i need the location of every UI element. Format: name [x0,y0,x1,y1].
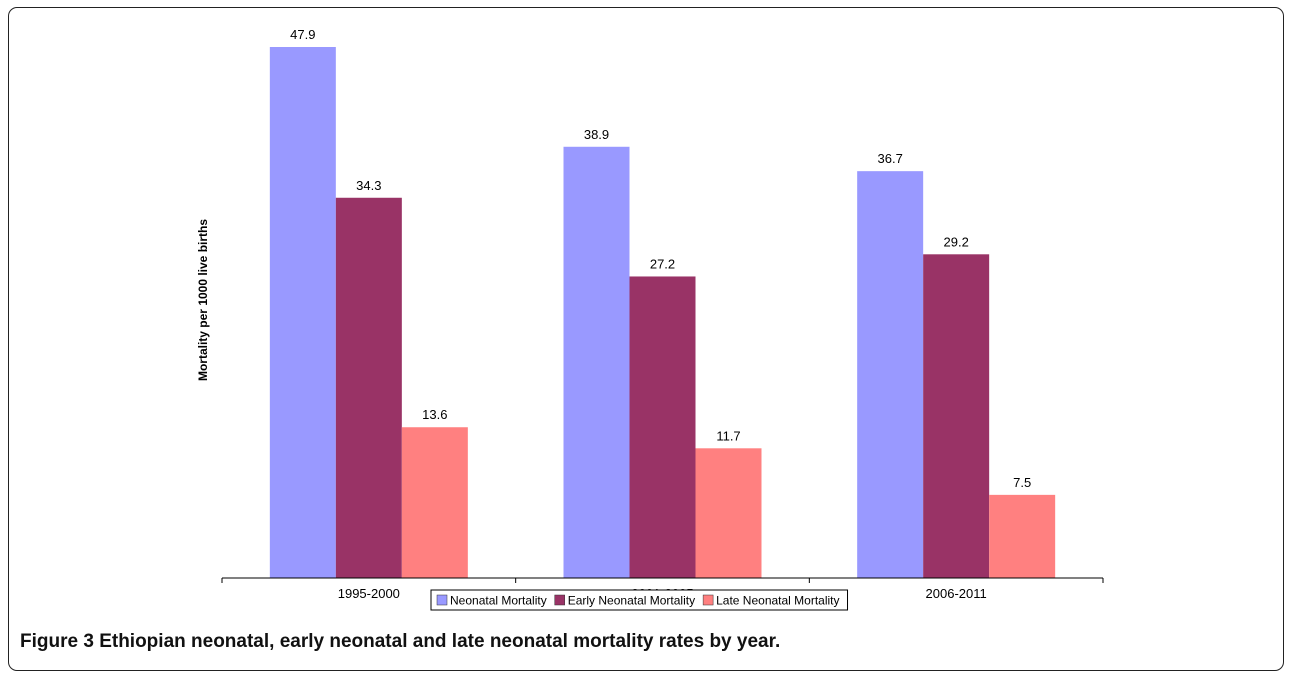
bar [629,276,696,578]
legend-box [430,589,849,611]
legend-item-label: Early Neonatal Mortality [568,594,695,608]
bar [335,197,402,578]
bar [269,47,336,578]
legend-swatch [702,594,714,606]
y-axis-label: Mortality per 1000 live births [196,219,210,381]
legend-item-label: Neonatal Mortality [450,594,547,608]
data-label: 38.9 [584,127,609,142]
legend: Neonatal Mortality Early Neonatal Mortali… [430,589,849,611]
data-labels-layer: 47.9 34.3 13.6 38.9 27.2 11.7 36.7 29.2 7.5 [290,27,1031,490]
legend-item-label: Late Neonatal Mortality [716,594,839,608]
bar-chart: 47.9 34.3 13.6 38.9 27.2 11.7 36.7 29.2 7.5 1995… [196,27,1104,611]
x-tick-label: 2006-2011 [926,586,987,601]
bar [923,254,990,578]
figure-label: Figure 3 [20,631,94,652]
data-label: 47.9 [290,27,315,42]
data-label: 27.2 [650,256,675,271]
bar [989,494,1056,578]
data-label: 36.7 [878,151,903,166]
figure-caption-text: Ethiopian neonatal, early neonatal and l… [99,631,781,652]
data-label: 11.7 [716,428,740,443]
figure-caption: Figure 3 Ethiopian neonatal, early neona… [20,631,780,653]
bar [563,146,630,578]
legend-swatch [436,594,448,606]
x-tick-label: 1995-2000 [338,586,400,601]
data-label: 34.3 [356,178,381,193]
bar [695,448,762,578]
data-label: 13.6 [422,407,447,422]
bar [401,427,468,578]
legend-swatch [554,594,565,606]
bar [857,171,924,578]
bars-layer [269,47,1056,578]
data-label: 7.5 [1013,475,1031,490]
data-label: 29.2 [944,234,969,249]
